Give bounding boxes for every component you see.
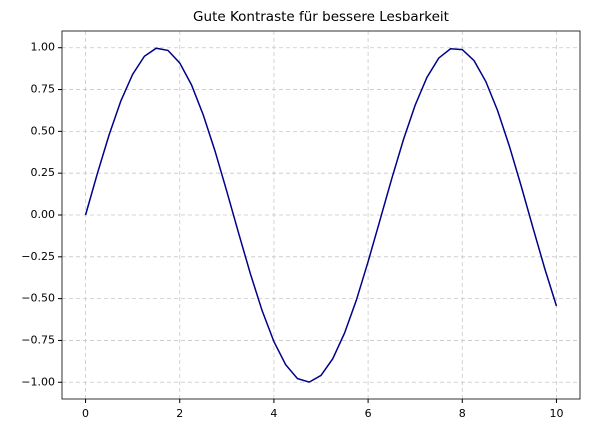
y-tick-label: 0.00: [31, 208, 56, 221]
x-tick-label: 6: [365, 407, 372, 420]
y-tick-label: −0.50: [21, 292, 55, 305]
x-tick-label: 4: [270, 407, 277, 420]
x-tick-label: 10: [549, 407, 563, 420]
y-tick-label: 1.00: [31, 41, 56, 54]
y-tick-label: 0.75: [31, 83, 56, 96]
chart-title: Gute Kontraste für bessere Lesbarkeit: [193, 9, 449, 25]
y-tick-label: 0.50: [31, 124, 56, 137]
plot-frame: [61, 30, 581, 400]
y-tick-label: −0.25: [21, 250, 55, 263]
x-tick-label: 0: [82, 407, 89, 420]
y-tick-label: 0.25: [31, 166, 56, 179]
y-tick-label: −1.00: [21, 375, 55, 388]
y-tick-label: −0.75: [21, 333, 55, 346]
line-series: [84, 47, 558, 383]
x-tick-label: 2: [176, 407, 183, 420]
x-tick-label: 8: [459, 407, 466, 420]
